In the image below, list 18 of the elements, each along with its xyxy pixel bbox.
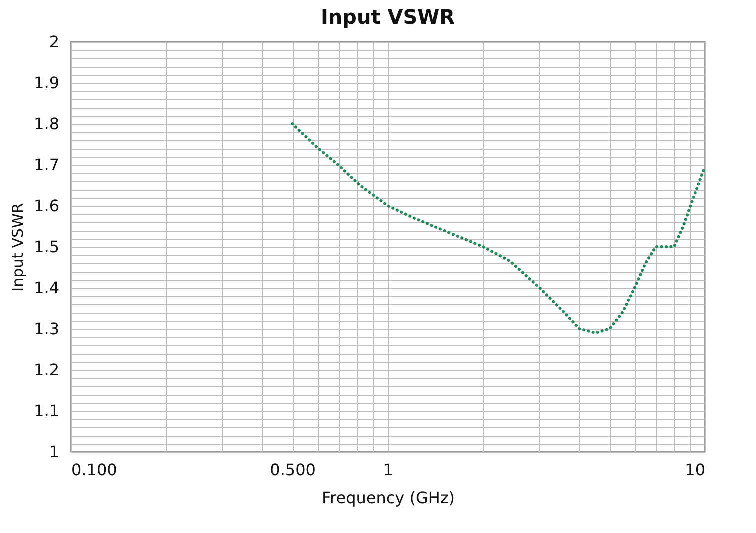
chart-title: Input VSWR	[320, 5, 456, 29]
y-tick-label: 1.4	[34, 278, 60, 298]
y-tick-label: 1	[49, 442, 60, 462]
x-tick-label: 10	[685, 460, 706, 480]
y-tick-label: 2	[49, 32, 60, 52]
y-tick-label: 1.1	[34, 402, 60, 420]
y-tick-label: 1.9	[34, 74, 60, 92]
x-tick-label: 0.100	[72, 460, 118, 480]
y-tick-label: 1.8	[34, 114, 60, 134]
x-tick-label: 1	[383, 460, 394, 480]
x-axis-title: Frequency (GHz)	[322, 488, 456, 508]
y-tick-label: 1.2	[34, 360, 60, 380]
y-tick-label: 1.5	[34, 238, 60, 256]
y-tick-label: 1.3	[34, 320, 60, 338]
y-tick-label: 1.7	[34, 156, 60, 174]
x-tick-label: 0.500	[270, 460, 316, 480]
y-tick-label: 1.6	[34, 196, 60, 216]
y-axis-title: Input VSWR	[9, 203, 28, 292]
